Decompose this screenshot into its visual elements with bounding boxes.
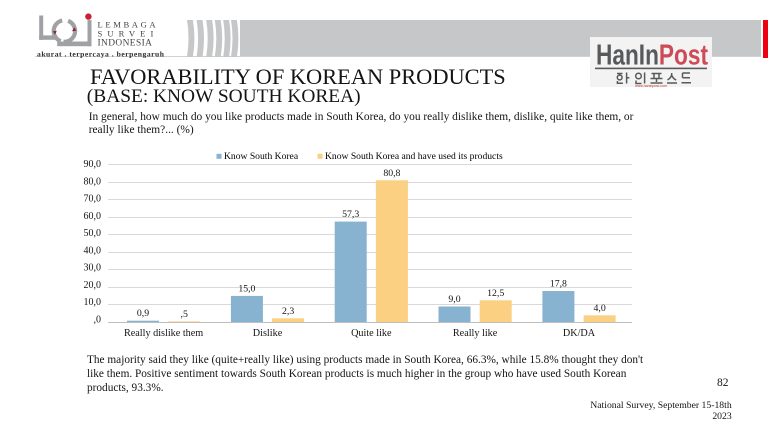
svg-text:30,0: 30,0 [84, 263, 102, 274]
svg-text:SURVEI: SURVEI [98, 29, 159, 39]
svg-text:Really dislike them: Really dislike them [124, 328, 203, 339]
svg-text:70,0: 70,0 [84, 194, 102, 205]
svg-text:60,0: 60,0 [84, 211, 102, 222]
svg-text:,5: ,5 [181, 309, 188, 320]
svg-text:LEMBAGA: LEMBAGA [98, 20, 159, 30]
svg-text:akurat . terpercaya . berpenga: akurat . terpercaya . berpengaruh [37, 49, 165, 58]
svg-text:Know South Korea and have used: Know South Korea and have used its produ… [325, 151, 503, 162]
svg-text:Really like: Really like [453, 328, 498, 339]
svg-text:HanInPost: HanInPost [596, 39, 708, 71]
svg-text:4,0: 4,0 [593, 303, 605, 314]
svg-text:20,0: 20,0 [84, 280, 102, 291]
svg-text:,0: ,0 [94, 314, 102, 325]
svg-text:0,9: 0,9 [137, 308, 149, 319]
svg-text:17,8: 17,8 [550, 279, 567, 290]
svg-text:10,0: 10,0 [84, 297, 102, 308]
svg-text:80,8: 80,8 [383, 168, 400, 179]
svg-text:DK/DA: DK/DA [563, 328, 596, 339]
svg-text:15,0: 15,0 [238, 283, 255, 294]
svg-text:12,5: 12,5 [487, 288, 504, 299]
svg-text:www.haninpost.com: www.haninpost.com [635, 84, 667, 88]
svg-text:INDONESIA: INDONESIA [98, 39, 153, 49]
svg-text:90,0: 90,0 [84, 159, 102, 170]
svg-text:80,0: 80,0 [84, 176, 102, 187]
svg-text:Quite like: Quite like [351, 328, 392, 339]
svg-text:57,3: 57,3 [342, 209, 359, 220]
svg-text:Dislike: Dislike [253, 328, 283, 339]
svg-text:40,0: 40,0 [84, 245, 102, 256]
svg-text:2,3: 2,3 [282, 306, 294, 317]
svg-text:50,0: 50,0 [84, 228, 102, 239]
svg-text:Know South Korea: Know South Korea [224, 151, 299, 162]
svg-text:9,0: 9,0 [448, 294, 460, 305]
